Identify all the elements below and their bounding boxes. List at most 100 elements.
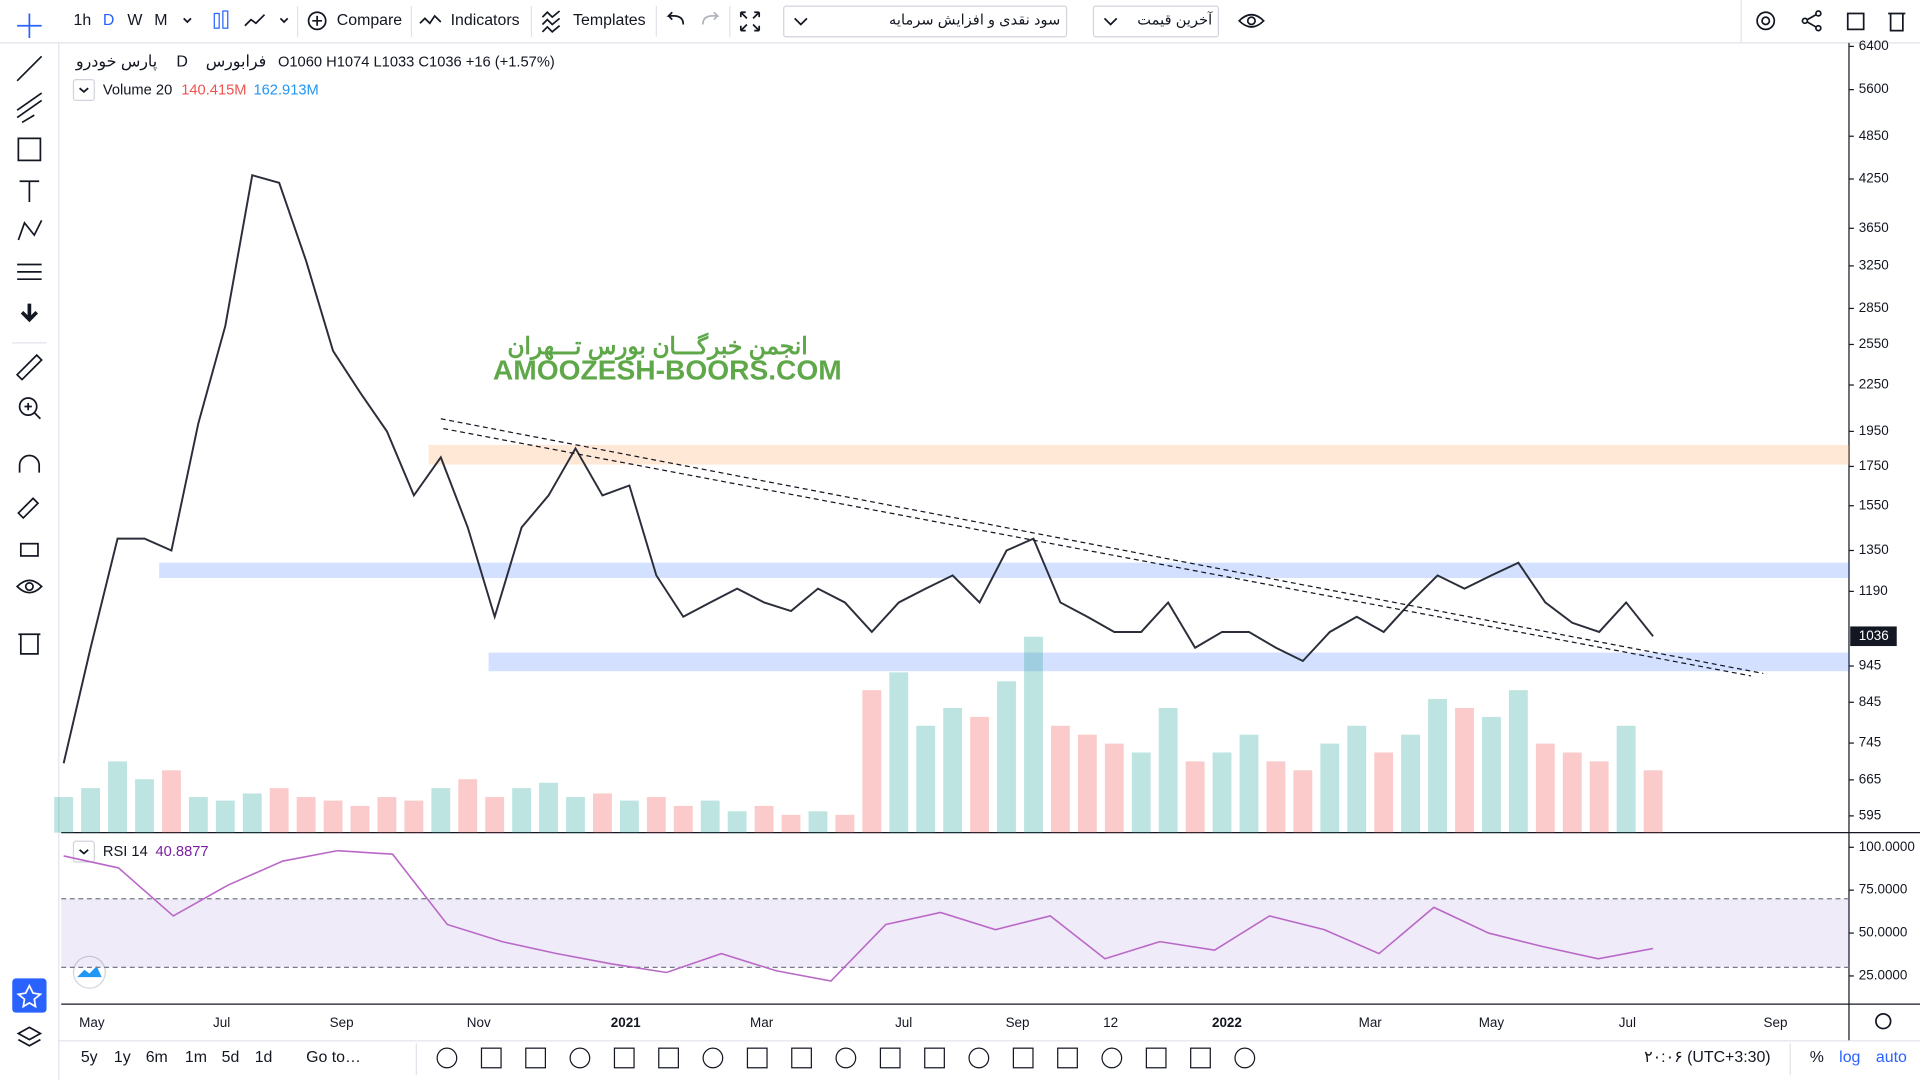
- drawing-tool-icon[interactable]: [968, 1047, 990, 1069]
- crosshair-tool[interactable]: [17, 13, 42, 38]
- volume-bar: [1482, 716, 1501, 833]
- settings-button[interactable]: [1756, 11, 1776, 31]
- drawing-tool-icon[interactable]: [480, 1047, 502, 1069]
- indicators-label[interactable]: Indicators: [451, 12, 520, 29]
- volume-bar: [673, 805, 693, 833]
- symbol-exchange: فرابورس: [206, 54, 267, 71]
- hide-tool[interactable]: [15, 579, 43, 594]
- drawing-tool-icon[interactable]: [879, 1047, 901, 1069]
- interval-button[interactable]: M: [154, 12, 167, 29]
- price-tick-label: 2250: [1859, 377, 1889, 392]
- drawing-tool-icon[interactable]: [835, 1047, 857, 1069]
- trash-button[interactable]: [1888, 12, 1906, 32]
- range-button[interactable]: 6m: [146, 1049, 168, 1066]
- stay-drawing-tool[interactable]: [17, 497, 40, 520]
- drawing-tool-icon[interactable]: [702, 1047, 724, 1069]
- drawing-tool-icon[interactable]: [746, 1047, 768, 1069]
- rsi-band: [61, 898, 1849, 968]
- dropdown-label[interactable]: آخرین قیمت: [1137, 11, 1213, 29]
- interval-dropdown[interactable]: [183, 17, 192, 24]
- interval-button[interactable]: W: [127, 12, 142, 29]
- dropdown-box[interactable]: [783, 5, 1068, 38]
- trendline-drawing: [440, 418, 1764, 677]
- interval-button[interactable]: 1h: [73, 12, 91, 29]
- magnet-tool[interactable]: [18, 454, 41, 473]
- range-button[interactable]: 5y: [81, 1049, 98, 1066]
- drawing-tool-icon[interactable]: [436, 1047, 458, 1069]
- watchlist-button[interactable]: [12, 978, 47, 1013]
- volume-bar: [135, 779, 154, 833]
- collapse-arrow[interactable]: [79, 87, 89, 93]
- pattern-tool[interactable]: [17, 220, 43, 241]
- drawing-tool-icon[interactable]: [658, 1047, 679, 1069]
- templates-icon[interactable]: [541, 10, 561, 33]
- fullscreen-button[interactable]: [739, 11, 761, 32]
- volume-bar: [1508, 690, 1528, 833]
- collapse-button[interactable]: [72, 840, 95, 863]
- volume-bar: [350, 805, 370, 833]
- range-button[interactable]: 1y: [114, 1049, 131, 1066]
- line-type-button[interactable]: [244, 14, 266, 27]
- prediction-tool[interactable]: [17, 263, 42, 281]
- fib-tool[interactable]: [16, 92, 43, 124]
- range-button[interactable]: 5d: [222, 1049, 240, 1066]
- drawing-tool-icon[interactable]: [569, 1047, 591, 1069]
- volume-bar: [1347, 725, 1367, 833]
- templates-label[interactable]: Templates: [573, 12, 646, 29]
- drawing-tool-icon[interactable]: [1101, 1047, 1123, 1069]
- log-toggle[interactable]: log: [1839, 1049, 1860, 1066]
- drawing-tool-icon[interactable]: [791, 1047, 812, 1069]
- time-tick-label: Jul: [1619, 1015, 1636, 1030]
- logo[interactable]: [72, 955, 106, 989]
- dropdown-arrow[interactable]: [794, 17, 808, 26]
- undo-button[interactable]: [666, 11, 685, 25]
- drawing-tool-icon[interactable]: [613, 1047, 635, 1069]
- volume-ma-value: 162.913M: [253, 82, 318, 98]
- drawing-tool-icon[interactable]: [924, 1047, 945, 1069]
- rsi-tick-label: 100.0000: [1859, 839, 1915, 854]
- eye-button[interactable]: [1237, 13, 1265, 28]
- ruler-tool[interactable]: [15, 353, 43, 381]
- drawing-tool-icon[interactable]: [1234, 1047, 1256, 1069]
- price-tick-label: 5600: [1859, 81, 1889, 96]
- range-button[interactable]: 1d: [255, 1049, 273, 1066]
- volume-bar: [835, 814, 855, 833]
- snapshot-button[interactable]: [1846, 12, 1865, 31]
- compare-button[interactable]: [307, 11, 327, 31]
- goto-button[interactable]: Go to…: [306, 1049, 361, 1066]
- zoom-tool[interactable]: [18, 397, 42, 420]
- share-button[interactable]: [1801, 10, 1822, 32]
- dropdown-label[interactable]: سود نقدی و افزایش سرمایه: [889, 13, 1060, 29]
- drawing-tool-icon[interactable]: [1012, 1047, 1034, 1069]
- dropdown-box[interactable]: [1092, 5, 1219, 38]
- drawing-tool-icon[interactable]: [1190, 1047, 1211, 1069]
- trendline-tool[interactable]: [16, 55, 43, 82]
- lock-tool[interactable]: [19, 542, 39, 557]
- drawing-tool-icon[interactable]: [1145, 1047, 1167, 1069]
- layers-button[interactable]: [16, 1026, 43, 1047]
- watermark-text: انجمن خبرگـــان بورس تـــهران: [507, 332, 807, 361]
- indicators-icon[interactable]: [419, 14, 442, 25]
- interval-button[interactable]: D: [103, 12, 115, 29]
- text-tool[interactable]: [19, 180, 40, 203]
- collapse-button[interactable]: [72, 78, 95, 102]
- collapse-arrow[interactable]: [79, 849, 89, 855]
- compare-label[interactable]: Compare: [337, 12, 403, 29]
- chart-type-button[interactable]: [213, 10, 229, 29]
- redo-button[interactable]: [702, 11, 720, 25]
- drawing-tool-icon[interactable]: [1057, 1047, 1078, 1069]
- volume-bar: [1212, 752, 1232, 833]
- axis-settings[interactable]: [1875, 1013, 1892, 1030]
- drawing-tool-icon[interactable]: [525, 1047, 546, 1069]
- icon-tool[interactable]: [20, 303, 39, 323]
- range-button[interactable]: 1m: [185, 1049, 207, 1066]
- percent-toggle[interactable]: %: [1810, 1049, 1824, 1066]
- auto-toggle[interactable]: auto: [1876, 1049, 1907, 1066]
- type-dropdown[interactable]: [279, 17, 289, 24]
- remove-tool[interactable]: [18, 633, 41, 655]
- shape-tool[interactable]: [17, 137, 42, 162]
- volume-bar: [81, 788, 101, 833]
- volume-bar: [1616, 725, 1636, 833]
- dropdown-arrow[interactable]: [1103, 17, 1118, 26]
- price-tick-label: 2550: [1859, 336, 1889, 351]
